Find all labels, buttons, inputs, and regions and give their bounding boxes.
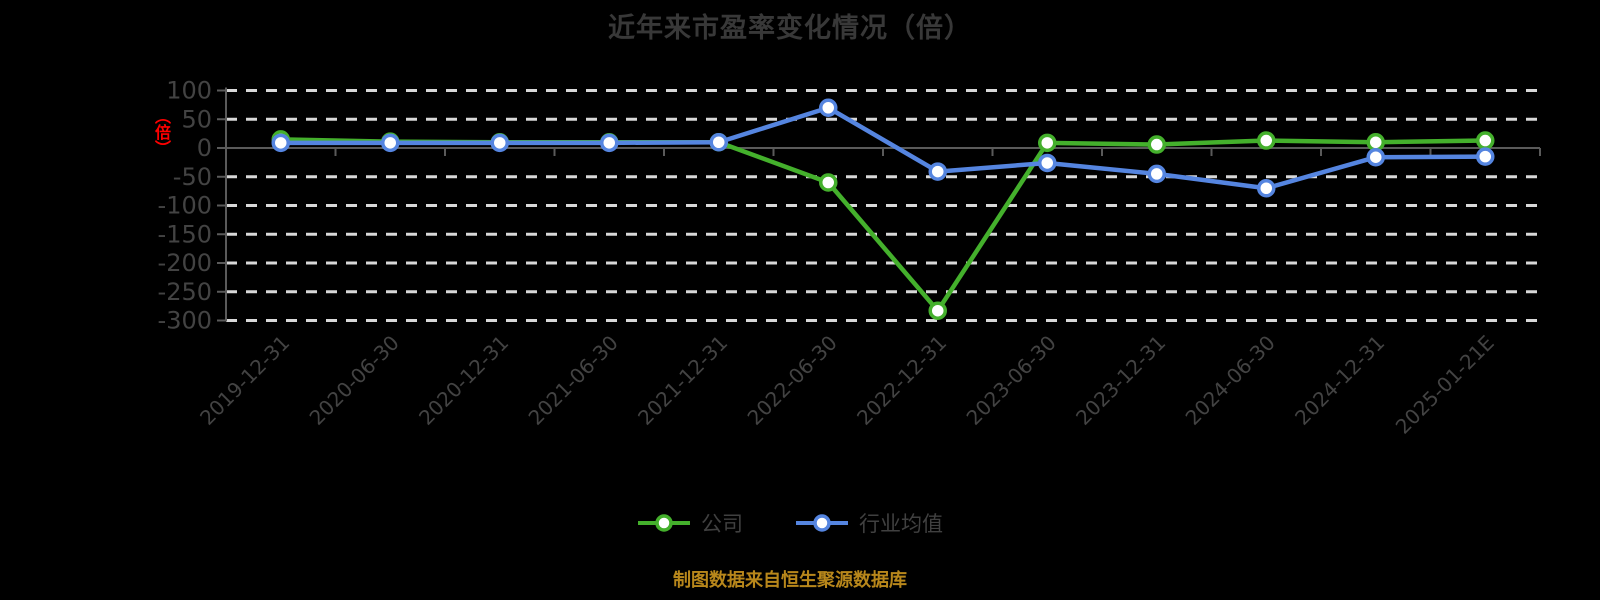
y-tick-label: 0	[197, 134, 212, 162]
x-tick-label: 2021-12-31	[633, 331, 732, 430]
x-tick-label: 2025-01-21E	[1391, 331, 1499, 439]
data-point-marker	[600, 133, 619, 153]
data-point-marker	[928, 301, 947, 320]
data-point-marker	[819, 173, 838, 192]
data-point-marker	[1257, 131, 1276, 150]
y-tick-label: -100	[158, 192, 212, 220]
data-point-marker	[1147, 164, 1166, 184]
x-tick-label: 2024-06-30	[1181, 331, 1280, 430]
data-point-marker	[1038, 133, 1057, 153]
x-tick-label: 2024-12-31	[1290, 331, 1389, 430]
legend: 公司 行业均值	[0, 508, 1580, 538]
y-tick-label: -300	[158, 307, 212, 335]
y-tick-label: 100	[166, 77, 212, 105]
data-point-marker	[1257, 179, 1276, 198]
legend-item-company[interactable]: 公司	[637, 508, 743, 538]
y-axis-unit-label: （倍）	[152, 108, 171, 156]
legend-marker-industry-icon	[796, 514, 848, 532]
x-tick-label: 2020-12-31	[414, 331, 513, 430]
x-tick-label: 2023-06-30	[962, 331, 1061, 430]
y-tick-label: 50	[181, 105, 212, 133]
data-point-marker	[1366, 133, 1385, 152]
y-tick-label: -50	[173, 163, 212, 191]
legend-label-industry-average: 行业均值	[859, 512, 943, 536]
data-point-marker	[1366, 147, 1385, 167]
data-point-marker	[819, 98, 838, 117]
y-tick-label: -250	[158, 278, 212, 306]
legend-label-company: 公司	[701, 512, 743, 536]
data-point-marker	[381, 133, 400, 153]
series-line-1	[278, 105, 1488, 191]
chart-title: 近年来市盈率变化情况（倍）	[608, 13, 972, 44]
series-line-0	[278, 137, 1488, 313]
y-tick-label: -150	[158, 220, 212, 248]
y-tick-label: -200	[158, 249, 212, 277]
data-point-marker	[1476, 147, 1495, 166]
x-tick-label: 2021-06-30	[524, 331, 623, 430]
x-tick-label: 2022-12-31	[852, 331, 951, 430]
legend-marker-company-icon	[638, 514, 690, 532]
x-tick-label: 2020-06-30	[305, 331, 404, 430]
data-point-marker	[1476, 131, 1495, 150]
source-note: 制图数据来自恒生聚源数据库	[673, 570, 907, 591]
data-point-marker	[928, 162, 947, 181]
data-point-marker	[1147, 135, 1166, 154]
data-point-marker	[709, 133, 728, 152]
data-point-marker	[271, 133, 290, 153]
x-tick-label: 2023-12-31	[1071, 331, 1170, 430]
data-point-marker	[490, 133, 509, 153]
x-tick-label: 2019-12-31	[195, 331, 294, 430]
x-tick-label: 2022-06-30	[743, 331, 842, 430]
data-point-marker	[1038, 153, 1057, 173]
legend-item-industry-average[interactable]: 行业均值	[795, 508, 943, 538]
